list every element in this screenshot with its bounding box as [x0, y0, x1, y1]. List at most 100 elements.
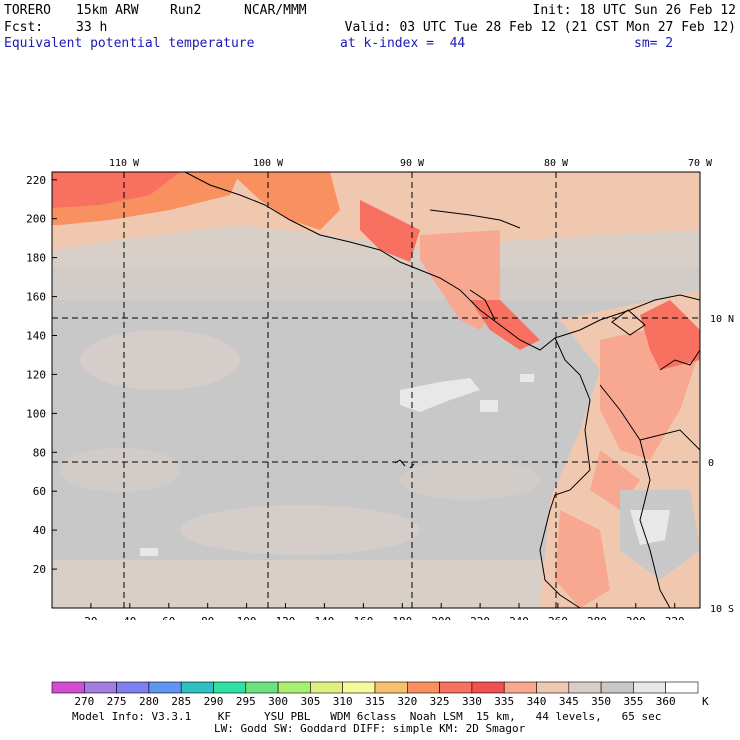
y-tick-label: 140 [26, 330, 46, 343]
y-tick-label: 20 [33, 563, 46, 576]
colorbar-value: 290 [204, 695, 224, 708]
lat-label: 10 N [710, 314, 734, 325]
x-tick-label: 100 [237, 615, 257, 620]
organization: NCAR/MMM [244, 3, 307, 18]
lon-label: 110 W [109, 158, 140, 169]
level-label: at k-index = 44 [340, 36, 466, 51]
x-tick-label: 140 [314, 615, 334, 620]
lon-label: 80 W [544, 158, 569, 169]
latitude-labels: 10 N 0 10 S [708, 314, 734, 615]
colorbar-value: 360 [656, 695, 676, 708]
lat-label: 10 S [710, 604, 734, 615]
colorbar: 270 275 280 285 290 295 300 305 310 315 320 325 330 3… [0, 678, 740, 718]
colorbar-value: 325 [430, 695, 450, 708]
colorbar-swatches [51, 681, 699, 694]
model-name: TORERO [4, 3, 51, 18]
y-tick-label: 80 [33, 446, 46, 459]
x-tick-label: 60 [162, 615, 175, 620]
colorbar-unit: K [702, 695, 709, 708]
colorbar-value: 285 [171, 695, 191, 708]
forecast-hours: 33 h [76, 20, 108, 35]
colorbar-value: 345 [559, 695, 579, 708]
colorbar-swatch [406, 681, 440, 694]
lon-label: 70 W [688, 158, 713, 169]
colorbar-value: 300 [268, 695, 288, 708]
colorbar-value: 340 [527, 695, 547, 708]
colorbar-swatch [213, 681, 247, 694]
y-tick-label: 40 [33, 524, 46, 537]
colorbar-labels: 270 275 280 285 290 295 300 305 310 315 320 325 330 3… [74, 695, 675, 708]
colorbar-swatch [471, 681, 505, 694]
lon-label: 100 W [253, 158, 284, 169]
colorbar-swatch [310, 681, 343, 694]
colorbar-swatch [245, 681, 279, 694]
colorbar-swatch [633, 681, 667, 694]
colorbar-swatch [374, 681, 408, 694]
colorbar-value: 335 [494, 695, 514, 708]
lon-label: 90 W [400, 158, 425, 169]
colorbar-value: 320 [397, 695, 417, 708]
x-tick-label: 240 [509, 615, 529, 620]
valid-time: Valid: 03 UTC Tue 28 Feb 12 (21 CST Mon … [344, 20, 736, 35]
colorbar-swatch [342, 681, 376, 694]
lat-label: 0 [708, 458, 714, 469]
map: 110 W 100 W 90 W 80 W 70 W 10 N 0 10 S 2… [26, 158, 734, 628]
colorbar-swatch [439, 681, 473, 694]
colorbar-value: 355 [623, 695, 643, 708]
colorbar-value: 275 [107, 695, 127, 708]
x-tick-label: 120 [276, 615, 296, 620]
y-index-ticks: 20 40 60 80 100 120 140 160 180 200 220 [26, 174, 57, 576]
colorbar-value: 330 [462, 695, 482, 708]
x-tick-label: 220 [470, 615, 490, 620]
colorbar-swatch [51, 681, 85, 694]
x-tick-label: 180 [392, 615, 412, 620]
model-physics: LW: Godd SW: Goddard DIFF: simple KM: 2D… [214, 722, 526, 735]
colorbar-swatch [503, 681, 537, 694]
colorbar-value: 295 [236, 695, 256, 708]
colorbar-graphic: 270 275 280 285 290 295 300 305 310 315 320 325 330 3… [51, 681, 709, 708]
y-tick-label: 220 [26, 174, 46, 187]
y-tick-label: 200 [26, 213, 46, 226]
colorbar-swatch [84, 681, 117, 694]
forecast-label: Fcst: [4, 20, 44, 35]
colorbar-value: 305 [300, 695, 320, 708]
field-name: Equivalent potential temperature [4, 36, 255, 51]
lat-lon-grid [52, 172, 700, 608]
colorbar-swatch [180, 681, 214, 694]
x-tick-label: 300 [626, 615, 646, 620]
colorbar-swatch [148, 681, 182, 694]
colorbar-swatch [600, 681, 634, 694]
y-tick-label: 120 [26, 368, 46, 381]
x-tick-label: 80 [201, 615, 214, 620]
y-tick-label: 60 [33, 485, 46, 498]
longitude-labels: 110 W 100 W 90 W 80 W 70 W [109, 158, 713, 169]
y-tick-label: 100 [26, 407, 46, 420]
x-tick-label: 160 [353, 615, 373, 620]
plot-frame [51, 171, 701, 609]
colorbar-value: 350 [591, 695, 611, 708]
colorbar-value: 315 [365, 695, 385, 708]
x-tick-label: 200 [431, 615, 451, 620]
colorbar-swatch [116, 681, 150, 694]
shaded-field [52, 172, 700, 608]
x-tick-label: 260 [548, 615, 568, 620]
colorbar-swatch [665, 681, 699, 694]
colorbar-swatch [568, 681, 602, 694]
colorbar-swatch [277, 681, 311, 694]
y-tick-label: 160 [26, 291, 46, 304]
smoothing-label: sm= 2 [634, 36, 674, 51]
colorbar-value: 310 [333, 695, 353, 708]
resolution: 15km ARW [76, 3, 139, 18]
x-tick-label: 280 [587, 615, 607, 620]
x-tick-label: 20 [84, 615, 97, 620]
colorbar-value: 280 [139, 695, 159, 708]
model-info: Model Info: V3.3.1 KF YSU PBL WDM 6class… [72, 710, 662, 723]
x-tick-label: 40 [123, 615, 136, 620]
colorbar-value: 270 [74, 695, 94, 708]
run-label: Run2 [170, 3, 202, 18]
x-tick-label: 320 [665, 615, 685, 620]
colorbar-swatch [536, 681, 570, 694]
y-tick-label: 180 [26, 252, 46, 265]
coastlines [184, 171, 701, 609]
map-panel: 110 W 100 W 90 W 80 W 70 W 10 N 0 10 S 2… [0, 150, 740, 628]
